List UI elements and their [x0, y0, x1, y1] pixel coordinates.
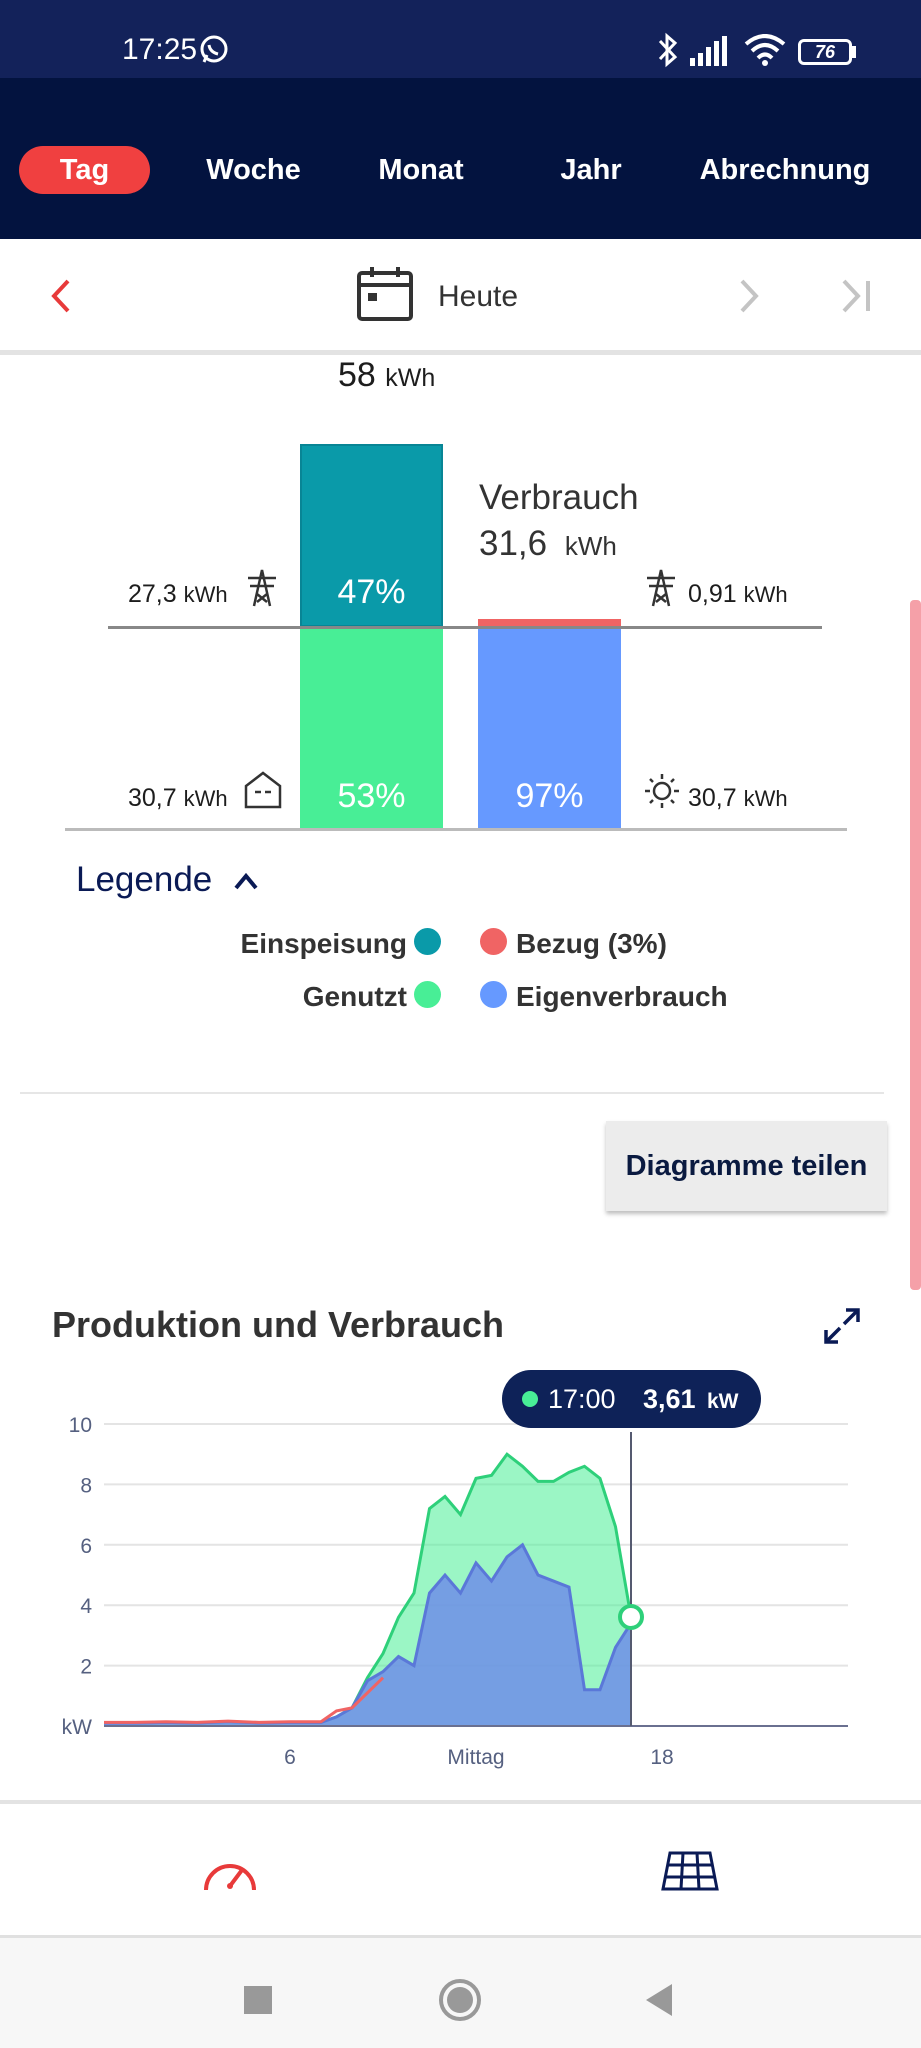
system-navigation-bar — [0, 1935, 921, 2048]
bottom-navigation — [0, 1800, 921, 1940]
date-label[interactable]: Heute — [438, 280, 519, 313]
grid-purchase-value: 0,91 — [688, 580, 737, 608]
chart-title: Produktion und Verbrauch — [52, 1304, 505, 1345]
chevron-left-icon[interactable] — [48, 277, 74, 315]
dashboard-gauge-icon[interactable] — [200, 1848, 260, 1896]
feed-in-bar — [300, 444, 443, 627]
y-tick-label: 6 — [80, 1535, 92, 1558]
consumption-total-unit: kWh — [564, 531, 617, 561]
status-bar: 17:25 76 — [0, 0, 921, 78]
calendar-icon[interactable] — [356, 265, 414, 323]
series-line-bezug — [104, 1676, 385, 1724]
tooltip-box — [502, 1370, 761, 1428]
tab-jahr[interactable]: Jahr — [560, 154, 622, 186]
legend-toggle[interactable]: Legende — [76, 860, 212, 900]
back-icon[interactable] — [644, 1982, 674, 2018]
chevron-right-icon[interactable] — [736, 277, 762, 315]
production-consumption-chart[interactable]: 10 8 6 4 2 kW 6 Mittag 18 17:00 3,61 kW — [0, 1360, 921, 1780]
chevron-up-icon[interactable] — [232, 870, 260, 892]
legend-item-eigenverbrauch: Eigenverbrauch — [516, 981, 728, 1012]
legend-item-genutzt: Genutzt — [302, 981, 407, 1012]
sun-icon — [645, 774, 679, 808]
skip-to-end-icon[interactable] — [840, 277, 874, 315]
period-tabs: Tag Woche Monat Jahr Abrechnung — [0, 78, 921, 239]
feed-in-unit: kWh — [183, 582, 228, 607]
used-amount: 30,7 kWh — [128, 784, 228, 813]
tooltip-value: 3,61 — [643, 1384, 696, 1414]
home-icon[interactable] — [438, 1978, 482, 2022]
grid-purchase-unit: kWh — [743, 582, 788, 607]
legend-title: Legende — [76, 860, 213, 899]
consumption-total: 31,6 kWh — [479, 524, 617, 564]
feed-in-amount: 27,3 kWh — [128, 580, 228, 609]
production-total-value: 58 — [338, 356, 376, 394]
section-divider — [20, 1092, 884, 1094]
battery-tip — [852, 46, 856, 58]
tab-woche[interactable]: Woche — [206, 154, 301, 186]
production-total-unit: kWh — [385, 364, 436, 392]
battery-icon: 76 — [798, 39, 852, 65]
x-tick-label: 6 — [284, 1746, 296, 1769]
status-time: 17:25 — [122, 33, 198, 66]
consumption-total-value: 31,6 — [479, 524, 548, 563]
y-axis-unit-label: kW — [62, 1716, 93, 1739]
self-consumption-bar — [478, 627, 621, 829]
used-percent: 53% — [337, 777, 406, 815]
whatsapp-icon — [200, 35, 228, 63]
power-grid-icon-right — [647, 569, 675, 607]
y-tick-label: 4 — [80, 1595, 92, 1618]
battery-level: 76 — [814, 42, 836, 62]
consumption-title: Verbrauch — [479, 478, 639, 517]
used-bar — [300, 627, 443, 829]
solar-panel-icon[interactable] — [660, 1850, 720, 1892]
signal-icon — [690, 36, 727, 66]
scroll-indicator[interactable] — [910, 600, 921, 1290]
wifi-icon — [744, 34, 786, 66]
y-tick-label: 10 — [69, 1414, 92, 1437]
used-unit: kWh — [183, 786, 228, 811]
cursor-marker — [618, 1603, 644, 1630]
legend-dot-eigenverbrauch — [480, 981, 507, 1008]
legend-dot-genutzt — [414, 981, 441, 1008]
baseline-bottom — [65, 828, 847, 831]
grid-purchase-bar — [478, 619, 621, 627]
self-consumption-value: 30,7 — [688, 784, 737, 812]
tooltip-dot — [522, 1391, 538, 1407]
share-charts-button[interactable]: Diagramme teilen — [606, 1121, 887, 1211]
y-tick-label: 2 — [80, 1656, 92, 1679]
power-grid-icon — [248, 569, 276, 607]
tab-abrechnung[interactable]: Abrechnung — [699, 154, 871, 186]
tab-monat[interactable]: Monat — [378, 154, 464, 186]
self-consumption-percent: 97% — [515, 777, 584, 815]
x-tick-label: 18 — [650, 1746, 673, 1769]
used-value: 30,7 — [128, 784, 177, 812]
recent-apps-icon[interactable] — [244, 1986, 272, 2014]
self-consumption-amount: 30,7 kWh — [688, 784, 788, 813]
expand-icon[interactable] — [822, 1306, 862, 1346]
feed-in-value: 27,3 — [128, 580, 177, 608]
legend-dot-einspeisung — [414, 928, 441, 955]
legend-item-bezug: Bezug (3%) — [516, 928, 667, 959]
feed-in-percent: 47% — [337, 573, 406, 611]
y-tick-label: 8 — [80, 1474, 92, 1497]
legend-dot-bezug — [480, 928, 507, 955]
production-total: 58 kWh — [338, 356, 435, 395]
tooltip-time: 17:00 — [548, 1384, 616, 1414]
baseline-mid — [108, 626, 822, 629]
self-consumption-unit: kWh — [743, 786, 788, 811]
tooltip-unit: kW — [707, 1390, 739, 1413]
legend-item-einspeisung: Einspeisung — [240, 928, 407, 959]
tab-tag[interactable]: Tag — [19, 146, 150, 194]
x-tick-label: Mittag — [447, 1746, 504, 1769]
house-icon — [244, 771, 282, 809]
grid-purchase-amount: 0,91 kWh — [688, 580, 788, 609]
bluetooth-icon — [658, 32, 678, 68]
date-navigation: Heute — [0, 239, 921, 355]
series-area-eigenverbrauch — [104, 1544, 631, 1726]
